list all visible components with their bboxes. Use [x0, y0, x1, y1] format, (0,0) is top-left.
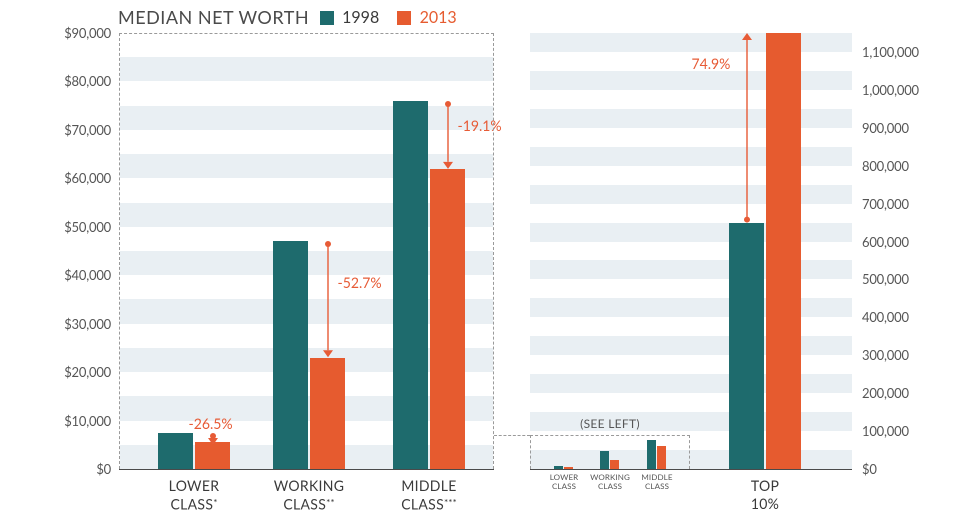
y-tick: $10,000: [31, 413, 111, 429]
left-chart: $0$10,000$20,000$30,000$40,000$50,000$60…: [119, 33, 494, 469]
mini-category-label: MIDDLECLASS: [634, 473, 680, 491]
mini-bar-2013: [610, 460, 619, 469]
see-left-label: (SEE LEFT): [530, 416, 690, 431]
mini-category-label: WORKINGCLASS: [587, 473, 633, 491]
y-tick: $0: [31, 461, 111, 477]
top10-bar-2013: [766, 33, 801, 469]
y-tick: 600,000: [862, 234, 952, 250]
y-tick: 1,100,000: [862, 44, 952, 60]
change-arrow-up-icon: [740, 33, 754, 223]
chart-canvas: MEDIAN NET WORTH 1998 2013 $0$10,000$20,…: [0, 0, 960, 514]
y-tick: 400,000: [862, 309, 952, 325]
change-annotation: 74.9%: [692, 55, 731, 72]
y-tick: 800,000: [862, 158, 952, 174]
top10-bar-1998: [729, 223, 764, 469]
y-tick: $50,000: [31, 219, 111, 235]
category-label: MIDDLECLASS***: [374, 477, 484, 513]
y-tick: $80,000: [31, 73, 111, 89]
mini-bar-2013: [657, 446, 666, 470]
y-tick: $40,000: [31, 267, 111, 283]
mini-bar-1998: [600, 451, 609, 469]
right-x-axis: [530, 469, 852, 470]
gridband: [530, 223, 852, 242]
y-tick: $0: [862, 461, 952, 477]
gridband: [530, 33, 852, 52]
gridband: [530, 109, 852, 128]
legend-label-2013: 2013: [416, 8, 457, 27]
gridband: [530, 185, 852, 204]
category-label: LOWERCLASS*: [139, 477, 249, 513]
mini-category-label: LOWERCLASS: [541, 473, 587, 491]
y-tick: 700,000: [862, 196, 952, 212]
chart-title: MEDIAN NET WORTH: [118, 6, 309, 28]
y-tick: 100,000: [862, 423, 952, 439]
gridband: [530, 147, 852, 166]
right-chart: $0100,000200,000300,000400,000500,000600…: [530, 33, 852, 469]
gridband: [530, 71, 852, 90]
gridband: [530, 298, 852, 317]
category-label: WORKINGCLASS**: [254, 477, 364, 513]
y-tick: 500,000: [862, 271, 952, 287]
category-label: TOP10%: [728, 477, 802, 512]
y-tick: $30,000: [31, 316, 111, 332]
gridband: [530, 260, 852, 279]
legend-swatch-2013: [397, 11, 411, 25]
y-tick: $20,000: [31, 364, 111, 380]
y-tick: $60,000: [31, 170, 111, 186]
gridband: [530, 336, 852, 355]
mini-bar-1998: [647, 440, 656, 469]
y-tick: 1,000,000: [862, 82, 952, 98]
legend: 1998 2013: [320, 10, 457, 29]
legend-swatch-1998: [320, 11, 334, 25]
y-tick: 200,000: [862, 385, 952, 401]
y-tick: 300,000: [862, 347, 952, 363]
right-plot-area: $0100,000200,000300,000400,000500,000600…: [530, 33, 852, 469]
callout-connector: [494, 435, 530, 436]
y-tick: $70,000: [31, 122, 111, 138]
gridband: [530, 374, 852, 393]
left-x-axis: [119, 469, 494, 470]
left-chart-border: [119, 33, 494, 469]
y-tick: $90,000: [31, 25, 111, 41]
legend-label-1998: 1998: [338, 8, 379, 27]
y-tick: 900,000: [862, 120, 952, 136]
